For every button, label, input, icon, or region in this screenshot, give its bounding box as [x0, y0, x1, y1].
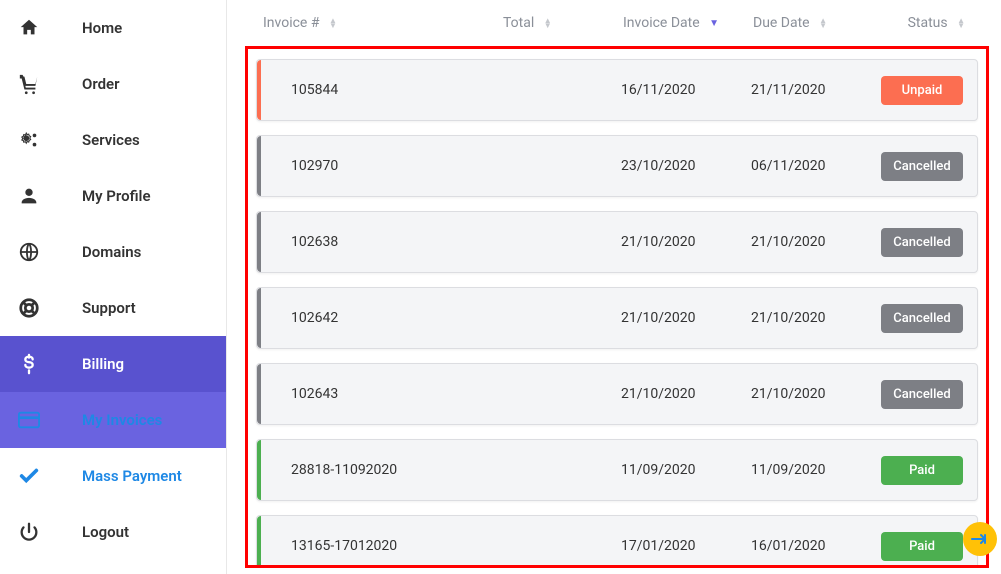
cell-due-date: 16/01/2020 [751, 538, 881, 554]
cell-invoice-number: 102970 [291, 158, 501, 174]
header-invoice-date-label: Invoice Date [623, 15, 700, 31]
status-badge[interactable]: Cancelled [881, 152, 963, 181]
sidebar-item-label: Billing [82, 355, 124, 373]
check-icon [18, 465, 82, 487]
row-accent [257, 212, 261, 272]
cell-status: Paid [881, 456, 963, 485]
cell-due-date: 21/10/2020 [751, 310, 881, 326]
home-icon [18, 17, 82, 39]
cell-invoice-date: 21/10/2020 [621, 234, 751, 250]
cell-invoice-date: 17/01/2020 [621, 538, 751, 554]
sidebar-item-label: Home [82, 19, 122, 37]
sidebar-item-label: Logout [82, 523, 129, 541]
invoice-row[interactable]: 10263821/10/202021/10/2020Cancelled [256, 211, 978, 273]
sidebar-item-support[interactable]: Support [0, 280, 226, 336]
dollar-icon [18, 353, 82, 375]
cell-due-date: 06/11/2020 [751, 158, 881, 174]
status-badge[interactable]: Cancelled [881, 228, 963, 257]
header-due-date-label: Due Date [753, 15, 810, 31]
sidebar-item-label: My Profile [82, 187, 151, 205]
sidebar: Home Order Services My Profile Domains Suppor… [0, 0, 227, 574]
main-panel: Invoice # ▲▼ Total ▲▼ Invoice Date ▼ Due… [227, 0, 1001, 574]
row-accent [257, 60, 261, 120]
invoice-row[interactable]: 28818-1109202011/09/202011/09/2020Paid [256, 439, 978, 501]
cell-status: Cancelled [881, 304, 963, 333]
cell-invoice-number: 102642 [291, 310, 501, 326]
cell-invoice-number: 102643 [291, 386, 501, 402]
row-accent [257, 288, 261, 348]
cell-status: Unpaid [881, 76, 963, 105]
status-badge[interactable]: Unpaid [881, 76, 963, 105]
cell-due-date: 21/10/2020 [751, 234, 881, 250]
invoice-row[interactable]: 10264321/10/202021/10/2020Cancelled [256, 363, 978, 425]
row-accent [257, 364, 261, 424]
sidebar-item-home[interactable]: Home [0, 0, 226, 56]
card-icon [18, 411, 82, 429]
header-invoice-date[interactable]: Invoice Date ▼ [623, 15, 753, 31]
header-total-label: Total [503, 15, 534, 31]
sidebar-item-mass-payment[interactable]: Mass Payment [0, 448, 226, 504]
header-status-label: Status [908, 15, 948, 31]
cell-due-date: 11/09/2020 [751, 462, 881, 478]
cell-due-date: 21/10/2020 [751, 386, 881, 402]
cell-status: Cancelled [881, 228, 963, 257]
cell-due-date: 21/11/2020 [751, 82, 881, 98]
sort-icon-active: ▼ [709, 21, 719, 26]
header-invoice-label: Invoice # [263, 15, 319, 31]
cell-invoice-date: 16/11/2020 [621, 82, 751, 98]
invoice-row[interactable]: 10264221/10/202021/10/2020Cancelled [256, 287, 978, 349]
sort-icon: ▲▼ [544, 18, 552, 28]
sidebar-item-my-invoices[interactable]: My Invoices [0, 392, 226, 448]
cart-icon [18, 73, 82, 95]
highlighted-rows-region: 105844 16/11/202021/11/2020Unpaid 102970 23… [245, 46, 989, 568]
cell-invoice-number: 13165-17012020 [291, 538, 501, 554]
power-icon [18, 521, 82, 543]
cell-invoice-number: 102638 [291, 234, 501, 250]
sidebar-item-order[interactable]: Order [0, 56, 226, 112]
cell-invoice-number: 105844 [291, 82, 501, 98]
row-accent [257, 516, 261, 568]
invoice-row[interactable]: 13165-17012020 17/01/202016/01/2020Paid [256, 515, 978, 568]
expand-arrow-button[interactable] [963, 522, 997, 556]
globe-icon [18, 241, 82, 263]
sidebar-item-label: Order [82, 75, 120, 93]
sidebar-item-label: Services [82, 131, 140, 149]
sidebar-item-domains[interactable]: Domains [0, 224, 226, 280]
cogs-icon [18, 129, 82, 151]
sidebar-item-label: Support [82, 299, 136, 317]
status-badge[interactable]: Paid [881, 532, 963, 561]
cell-invoice-number: 28818-11092020 [291, 462, 501, 478]
cell-status: Paid [881, 532, 963, 561]
cell-status: Cancelled [881, 152, 963, 181]
cell-status: Cancelled [881, 380, 963, 409]
sidebar-item-label: Domains [82, 243, 141, 261]
header-status[interactable]: Status ▲▼ [883, 15, 971, 31]
sidebar-item-my-profile[interactable]: My Profile [0, 168, 226, 224]
sidebar-item-label: My Invoices [82, 411, 162, 429]
cell-invoice-date: 23/10/2020 [621, 158, 751, 174]
table-header: Invoice # ▲▼ Total ▲▼ Invoice Date ▼ Due… [245, 0, 989, 46]
sort-icon: ▲▼ [329, 18, 337, 28]
lifering-icon [18, 297, 82, 319]
row-accent [257, 440, 261, 500]
invoice-row[interactable]: 102970 23/10/202006/11/2020Cancelled [256, 135, 978, 197]
header-invoice[interactable]: Invoice # ▲▼ [263, 15, 503, 31]
cell-invoice-date: 21/10/2020 [621, 386, 751, 402]
status-badge[interactable]: Cancelled [881, 304, 963, 333]
header-total[interactable]: Total ▲▼ [503, 15, 623, 31]
sort-icon: ▲▼ [819, 18, 827, 28]
sidebar-item-label: Mass Payment [82, 467, 182, 485]
sort-icon: ▲▼ [957, 18, 965, 28]
cell-invoice-date: 21/10/2020 [621, 310, 751, 326]
header-due-date[interactable]: Due Date ▲▼ [753, 15, 883, 31]
status-badge[interactable]: Paid [881, 456, 963, 485]
row-accent [257, 136, 261, 196]
invoice-row[interactable]: 105844 16/11/202021/11/2020Unpaid [256, 59, 978, 121]
status-badge[interactable]: Cancelled [881, 380, 963, 409]
sidebar-item-logout[interactable]: Logout [0, 504, 226, 560]
sidebar-item-billing[interactable]: Billing [0, 336, 226, 392]
user-icon [18, 185, 82, 207]
sidebar-item-services[interactable]: Services [0, 112, 226, 168]
cell-invoice-date: 11/09/2020 [621, 462, 751, 478]
